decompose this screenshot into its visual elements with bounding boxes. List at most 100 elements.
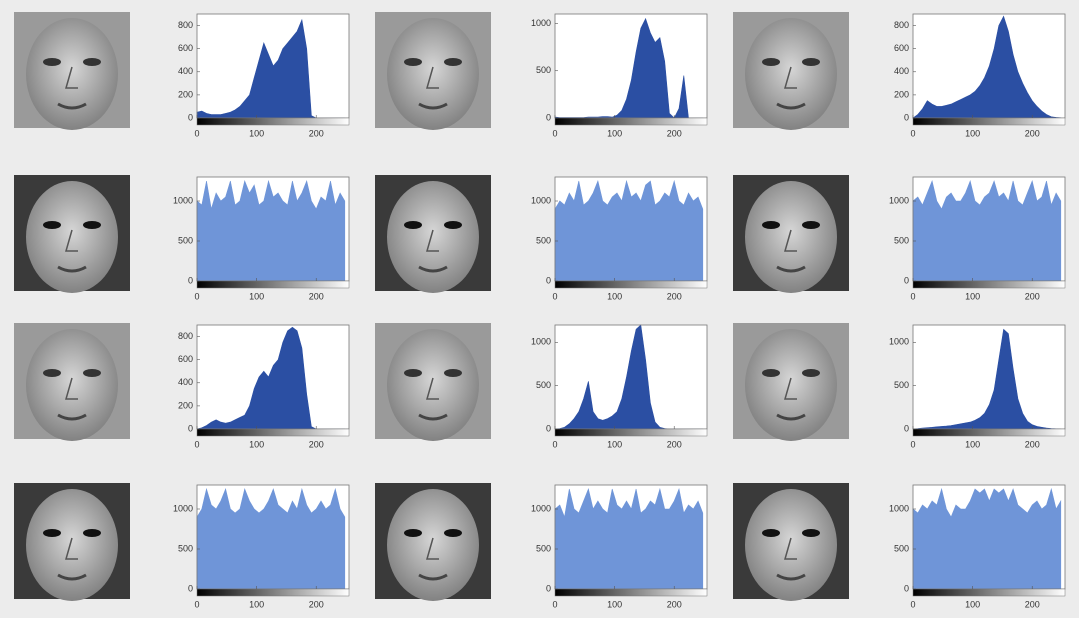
x-tick-label: 100 [607, 439, 622, 449]
x-tick-label: 100 [965, 439, 980, 449]
eye [83, 58, 101, 66]
y-tick-label: 500 [894, 235, 909, 245]
gray-bar [197, 589, 349, 596]
y-tick-label: 400 [178, 377, 193, 387]
y-tick-label: 400 [178, 66, 193, 76]
y-tick-label: 0 [188, 423, 193, 433]
face-skin [387, 329, 479, 441]
face-skin [745, 489, 837, 601]
y-tick-label: 500 [536, 380, 551, 390]
face-skin [26, 18, 118, 130]
eye [83, 369, 101, 377]
y-tick-label: 0 [546, 275, 551, 285]
x-tick-label: 200 [309, 439, 324, 449]
gray-bar [913, 118, 1065, 125]
y-tick-label: 400 [894, 66, 909, 76]
x-tick-label: 200 [667, 291, 682, 301]
x-tick-label: 100 [965, 128, 980, 138]
x-tick-label: 100 [249, 291, 264, 301]
eye [404, 529, 422, 537]
eye [802, 369, 820, 377]
y-tick-label: 600 [178, 354, 193, 364]
eye [404, 58, 422, 66]
face-image [375, 12, 491, 130]
eye [762, 529, 780, 537]
face-skin [387, 181, 479, 293]
face-image [14, 483, 130, 601]
eye [802, 58, 820, 66]
x-tick-label: 100 [607, 128, 622, 138]
eye [762, 58, 780, 66]
face-skin [26, 329, 118, 441]
x-tick-label: 200 [309, 128, 324, 138]
figure: 0200400600800010020005001000010020002004… [0, 0, 1079, 618]
y-tick-label: 500 [894, 380, 909, 390]
y-tick-label: 800 [178, 331, 193, 341]
gray-bar [555, 118, 707, 125]
eye [444, 369, 462, 377]
y-tick-label: 200 [178, 400, 193, 410]
eye [762, 369, 780, 377]
eye [404, 221, 422, 229]
y-tick-label: 1000 [173, 195, 193, 205]
x-tick-label: 0 [552, 599, 557, 609]
x-tick-label: 0 [910, 439, 915, 449]
x-tick-label: 100 [965, 599, 980, 609]
x-tick-label: 200 [667, 128, 682, 138]
x-tick-label: 200 [309, 291, 324, 301]
y-tick-label: 0 [546, 583, 551, 593]
y-tick-label: 500 [178, 235, 193, 245]
x-tick-label: 200 [1025, 599, 1040, 609]
face-image [14, 323, 130, 441]
face-image [375, 483, 491, 601]
y-tick-label: 500 [894, 543, 909, 553]
face-image [733, 12, 849, 130]
eye [43, 369, 61, 377]
y-tick-label: 1000 [531, 337, 551, 347]
face-image [14, 12, 130, 130]
face-image [375, 323, 491, 441]
face-image [733, 323, 849, 441]
x-tick-label: 100 [607, 291, 622, 301]
y-tick-label: 0 [904, 583, 909, 593]
y-tick-label: 200 [178, 89, 193, 99]
y-tick-label: 0 [904, 275, 909, 285]
y-tick-label: 1000 [531, 503, 551, 513]
y-tick-label: 0 [188, 583, 193, 593]
y-tick-label: 600 [894, 43, 909, 53]
y-tick-label: 0 [904, 423, 909, 433]
y-tick-label: 1000 [531, 18, 551, 28]
face-skin [745, 181, 837, 293]
eye [444, 58, 462, 66]
gray-bar [197, 118, 349, 125]
x-tick-label: 200 [309, 599, 324, 609]
x-tick-label: 0 [552, 128, 557, 138]
y-tick-label: 0 [546, 112, 551, 122]
y-tick-label: 1000 [889, 195, 909, 205]
face-skin [387, 18, 479, 130]
x-tick-label: 0 [194, 128, 199, 138]
histogram-area [197, 489, 345, 589]
y-tick-label: 1000 [889, 503, 909, 513]
face-image [733, 175, 849, 293]
y-tick-label: 0 [188, 275, 193, 285]
x-tick-label: 0 [552, 291, 557, 301]
y-tick-label: 0 [546, 423, 551, 433]
x-tick-label: 200 [667, 599, 682, 609]
face-image [375, 175, 491, 293]
gray-bar [913, 589, 1065, 596]
y-tick-label: 200 [894, 89, 909, 99]
eye [83, 529, 101, 537]
eye [444, 221, 462, 229]
y-tick-label: 0 [188, 112, 193, 122]
x-tick-label: 0 [552, 439, 557, 449]
gray-bar [555, 281, 707, 288]
face-image [14, 175, 130, 293]
x-tick-label: 200 [667, 439, 682, 449]
x-tick-label: 100 [249, 599, 264, 609]
face-skin [745, 329, 837, 441]
gray-bar [555, 589, 707, 596]
y-tick-label: 1000 [531, 195, 551, 205]
y-tick-label: 500 [536, 543, 551, 553]
y-tick-label: 500 [536, 235, 551, 245]
